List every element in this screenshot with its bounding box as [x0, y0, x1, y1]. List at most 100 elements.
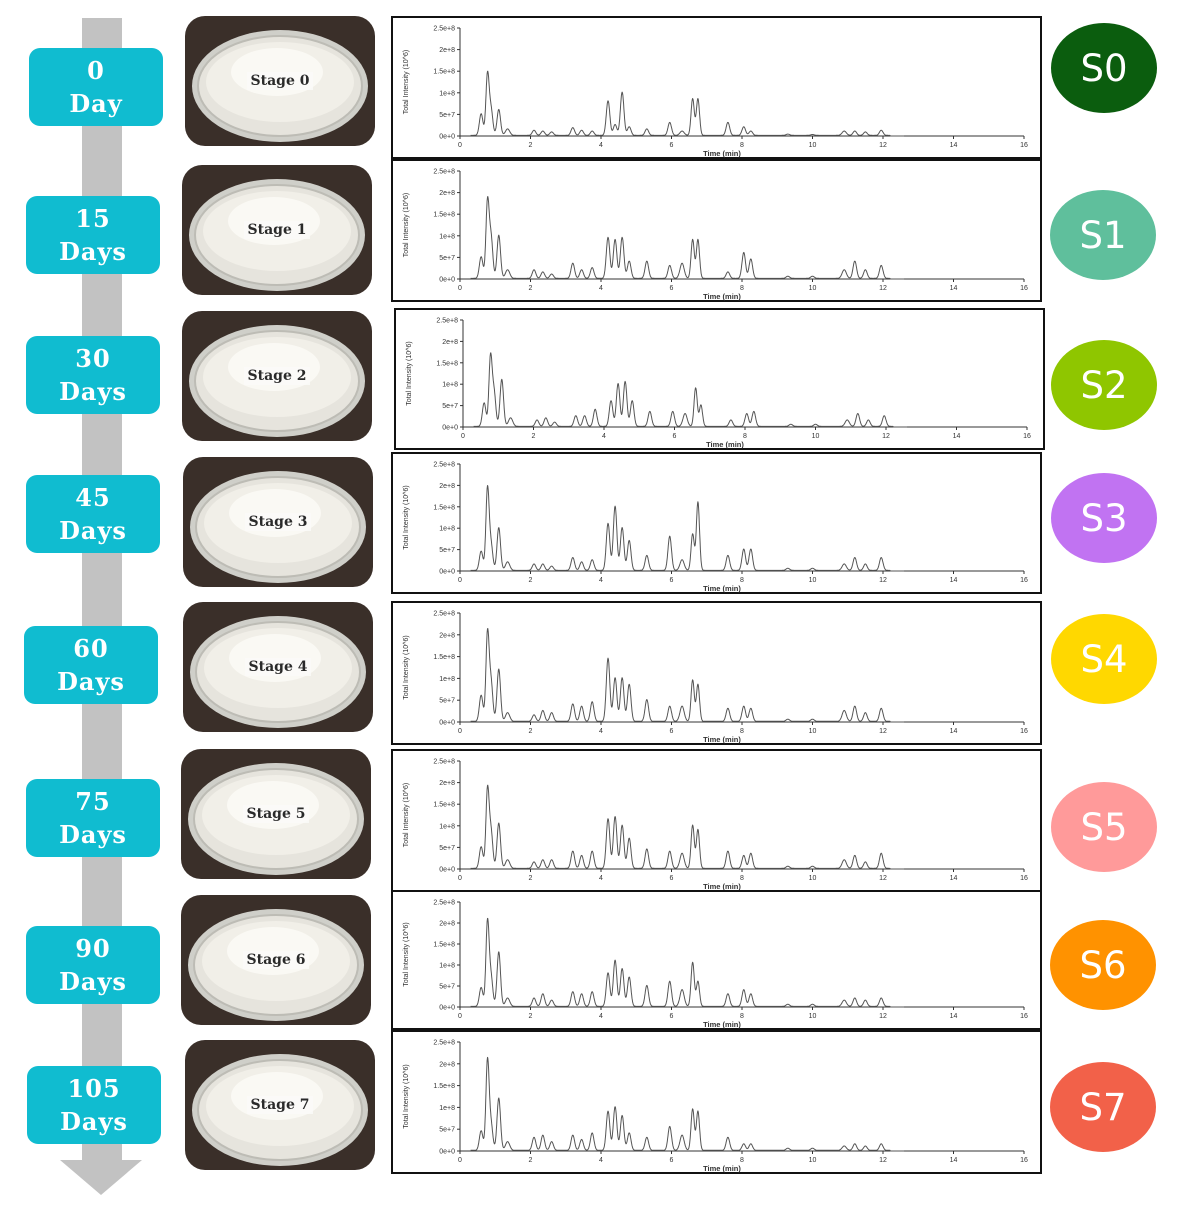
day-badge: 0 Day [29, 48, 163, 126]
y-tick-label: 1.5e+8 [433, 1083, 455, 1090]
x-tick-label: 6 [670, 875, 674, 882]
y-axis-label: Total Intensity (10^6) [403, 1064, 410, 1128]
x-tick-label: 8 [740, 1157, 744, 1164]
y-tick-label: 2.5e+8 [433, 759, 455, 766]
series-label: S6 [1079, 943, 1127, 987]
day-unit: Days [60, 1107, 128, 1136]
x-tick-label: 10 [809, 142, 817, 149]
y-tick-label: 0e+0 [442, 425, 458, 432]
day-number: 30 [75, 344, 111, 373]
y-axis-label: Total Intensity (10^6) [403, 485, 410, 549]
y-tick-label: 2e+8 [442, 339, 458, 346]
day-number: 90 [75, 934, 111, 963]
x-tick-label: 0 [458, 728, 462, 735]
x-tick-label: 12 [882, 433, 890, 440]
x-tick-label: 14 [950, 142, 958, 149]
day-number: 105 [67, 1074, 121, 1103]
timeline-arrowhead [60, 1160, 142, 1195]
x-tick-label: 10 [812, 433, 820, 440]
series-label: S2 [1080, 363, 1128, 407]
x-tick-label: 2 [529, 142, 533, 149]
y-tick-label: 5e+7 [439, 255, 455, 262]
x-tick-label: 10 [809, 285, 817, 292]
series-label: S3 [1080, 496, 1128, 540]
x-tick-label: 12 [879, 875, 887, 882]
y-tick-label: 1.5e+8 [433, 942, 455, 949]
day-unit: Days [57, 667, 125, 696]
x-axis-label: Time (min) [703, 735, 741, 744]
series-badge: S4 [1051, 614, 1157, 704]
x-tick-label: 16 [1020, 875, 1028, 882]
x-tick-label: 4 [599, 142, 603, 149]
series-badge: S7 [1050, 1062, 1156, 1152]
y-axis-label: Total Intensity (10^6) [403, 193, 410, 257]
y-tick-label: 5e+7 [439, 112, 455, 119]
day-unit: Days [59, 820, 127, 849]
y-tick-label: 1e+8 [439, 90, 455, 97]
powder-peak [231, 48, 323, 96]
y-tick-label: 0e+0 [439, 134, 455, 141]
x-tick-label: 6 [670, 728, 674, 735]
powder-peak [228, 343, 320, 391]
timeline-arrow [60, 18, 142, 1195]
y-tick-label: 2e+8 [439, 483, 455, 490]
y-tick-label: 2e+8 [439, 47, 455, 54]
chromatogram-panel: 0 2 4 6 8 10 12 14 16 0e+0 5e+7 1e+8 1.5e+8 2e+8 2.5e+… [391, 601, 1042, 745]
day-unit: Days [59, 377, 127, 406]
x-tick-label: 4 [599, 1013, 603, 1020]
day-unit: Days [59, 237, 127, 266]
y-tick-label: 1e+8 [439, 526, 455, 533]
x-tick-label: 4 [599, 577, 603, 584]
y-tick-label: 0e+0 [439, 1005, 455, 1012]
powder-peak [231, 1072, 323, 1120]
day-badge: 105 Days [27, 1066, 161, 1144]
x-axis-label: Time (min) [703, 584, 741, 593]
x-tick-label: 2 [529, 577, 533, 584]
x-axis-label: Time (min) [706, 440, 744, 449]
series-line [470, 917, 905, 1008]
y-tick-label: 2.5e+8 [433, 26, 455, 33]
x-tick-label: 10 [809, 1157, 817, 1164]
day-badge: 30 Days [26, 336, 160, 414]
day-number: 45 [75, 483, 111, 512]
series-label: S4 [1080, 637, 1128, 681]
series-line [470, 1056, 905, 1152]
x-tick-label: 10 [809, 1013, 817, 1020]
y-tick-label: 1e+8 [442, 382, 458, 389]
x-tick-label: 8 [740, 285, 744, 292]
series-line [470, 784, 905, 870]
series-badge: S0 [1051, 23, 1157, 113]
powder-peak [227, 927, 319, 975]
sample-photo: Stage 3 [183, 457, 373, 587]
x-tick-label: 16 [1020, 1157, 1028, 1164]
series-badge: S5 [1051, 782, 1157, 872]
day-unit: Day [69, 89, 123, 118]
x-tick-label: 12 [879, 577, 887, 584]
y-tick-label: 5e+7 [439, 1127, 455, 1134]
x-tick-label: 2 [532, 433, 536, 440]
chromatogram: 0 2 4 6 8 10 12 14 16 0e+0 5e+7 1e+8 1.5e+8 2e+8 2.5e+… [403, 759, 1028, 892]
powder-peak [229, 489, 321, 537]
x-tick-label: 14 [950, 1157, 958, 1164]
x-tick-label: 14 [950, 577, 958, 584]
y-tick-label: 1.5e+8 [433, 504, 455, 511]
x-tick-label: 14 [950, 285, 958, 292]
chromatogram-panel: 0 2 4 6 8 10 12 14 16 0e+0 5e+7 1e+8 1.5e+8 2e+8 2.5e+… [391, 452, 1042, 594]
series-label: S5 [1080, 805, 1128, 849]
y-tick-label: 1.5e+8 [436, 360, 458, 367]
x-tick-label: 12 [879, 1013, 887, 1020]
day-number: 60 [73, 634, 109, 663]
series-badge: S2 [1051, 340, 1157, 430]
x-tick-label: 8 [740, 728, 744, 735]
x-tick-label: 0 [461, 433, 465, 440]
chromatogram: 0 2 4 6 8 10 12 14 16 0e+0 5e+7 1e+8 1.5e+8 2e+8 2.5e+… [406, 318, 1031, 450]
x-tick-label: 16 [1020, 285, 1028, 292]
y-tick-label: 2.5e+8 [433, 611, 455, 618]
x-tick-label: 6 [670, 577, 674, 584]
x-tick-label: 14 [950, 728, 958, 735]
x-tick-label: 2 [529, 285, 533, 292]
chromatogram: 0 2 4 6 8 10 12 14 16 0e+0 5e+7 1e+8 1.5e+8 2e+8 2.5e+… [403, 1040, 1028, 1174]
series-line [470, 485, 905, 572]
y-axis-label: Total Intensity (10^6) [403, 783, 410, 847]
x-tick-label: 4 [599, 875, 603, 882]
